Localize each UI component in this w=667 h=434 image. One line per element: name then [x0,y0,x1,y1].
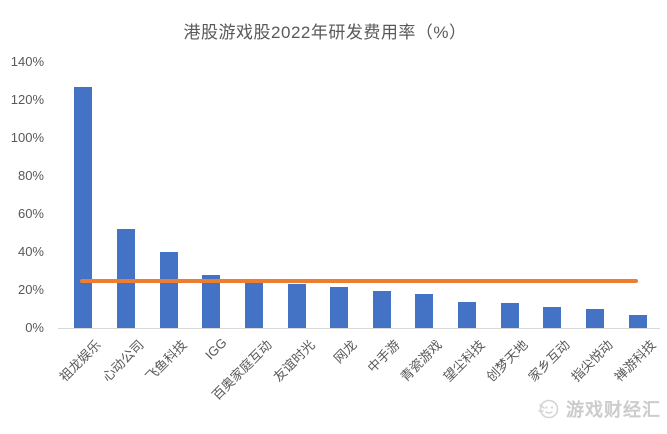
y-tick-label: 120% [10,92,44,107]
y-tick-label: 0% [25,320,44,335]
bar [244,283,263,328]
bar [458,302,477,328]
x-category-label: 飞鱼科技 [141,337,190,385]
chart-title: 港股游戏股2022年研发费用率（%） [183,23,467,42]
x-category-label: 祖龙娱乐 [56,337,105,385]
bar [415,293,434,328]
x-category-label: 友谊时光 [269,337,318,385]
x-category-label: 禅游科技 [611,337,659,385]
x-category-label: 网龙 [330,337,360,367]
bar [202,274,221,328]
y-tick-label: 100% [10,130,44,145]
x-category-label: 心动公司 [99,337,147,385]
watermark-text: 游戏财经汇 [566,400,661,420]
x-axis-line [58,328,660,329]
y-tick-label: 80% [17,168,44,183]
bar [74,86,93,328]
y-tick-label: 20% [17,282,44,297]
y-tick-label: 40% [17,244,44,259]
bar [330,287,349,328]
y-tick-label: 60% [17,206,44,221]
bar [543,307,562,328]
bar [500,303,519,328]
bar [586,309,605,328]
x-category-label: 家乡互动 [525,337,574,385]
bar [372,290,391,328]
game-media-logo-icon [536,397,560,421]
bar [287,284,306,328]
x-category-label: 望尘科技 [440,337,488,385]
x-category-label: 青瓷游戏 [397,337,446,385]
bar [159,252,178,328]
y-tick-label: 140% [10,54,44,69]
x-category-label: 指尖悦动 [568,337,616,385]
reference-line [80,279,638,283]
bar [116,229,135,328]
bar [628,314,647,328]
watermark: 游戏财经汇 [536,396,661,422]
x-category-label: 创梦天地 [483,337,531,385]
x-category-label: IGG [202,335,230,363]
